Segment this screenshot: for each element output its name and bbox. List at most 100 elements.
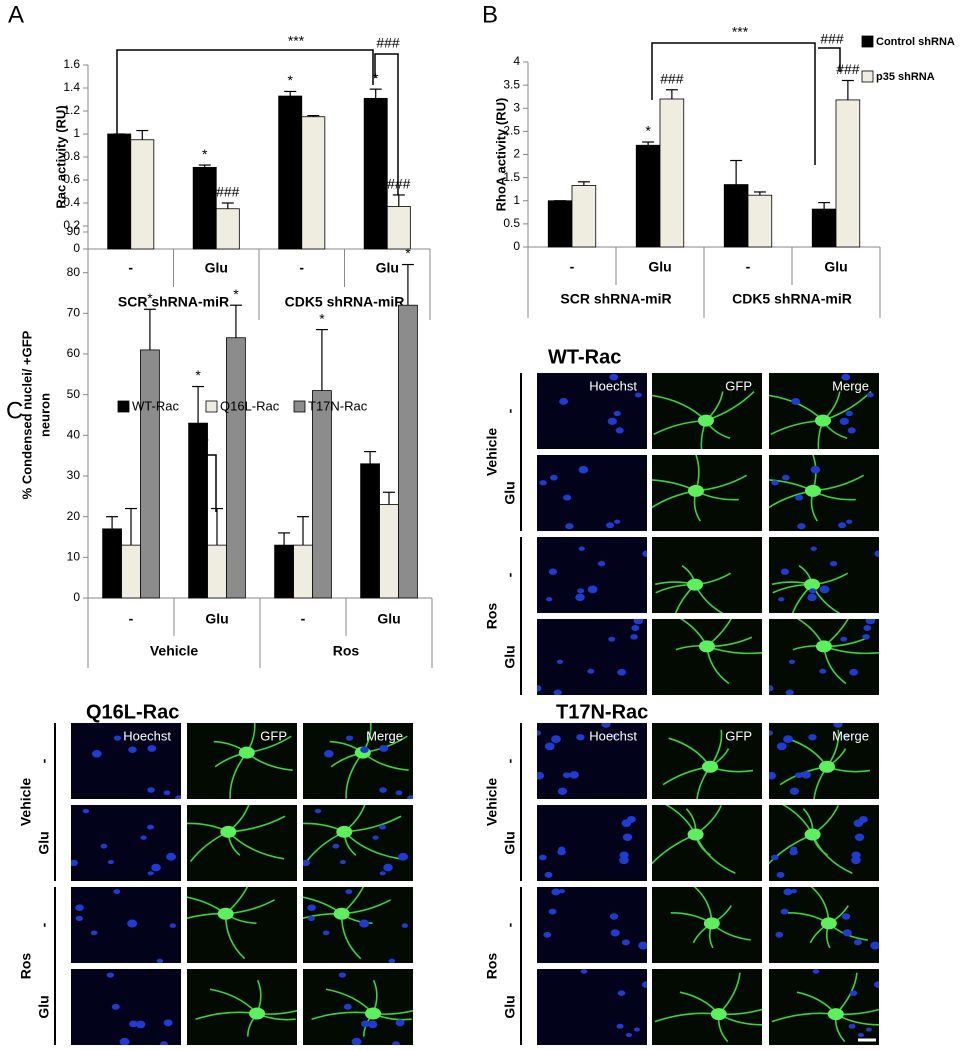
soma [217, 907, 234, 920]
nucleus [401, 923, 409, 928]
error-bar [221, 202, 234, 209]
nucleus [392, 1041, 400, 1045]
nucleus [544, 742, 555, 751]
significance-bracket [818, 47, 841, 72]
nucleus [606, 522, 615, 529]
soma [249, 1007, 266, 1020]
nucleus [614, 519, 621, 524]
nucleus [538, 854, 547, 861]
nucleus [379, 824, 386, 830]
nucleus [578, 465, 589, 474]
bar [312, 390, 332, 599]
nucleus [781, 474, 790, 481]
micrograph [71, 969, 181, 1045]
nucleus [857, 1032, 865, 1038]
soma [710, 1008, 727, 1021]
nucleus [866, 392, 874, 398]
nucleus [580, 969, 588, 974]
group-label: CDK5 shRNA-miR [732, 291, 852, 307]
nucleus [631, 625, 640, 631]
bar [301, 116, 326, 250]
panel-label: C [6, 397, 23, 424]
error-bar [125, 507, 137, 546]
nucleus [160, 1041, 168, 1045]
nucleus [833, 723, 843, 728]
nucleus [791, 398, 801, 405]
column-header: Merge [366, 728, 403, 743]
image-background [187, 887, 297, 963]
nucleus [854, 833, 865, 842]
nucleus [808, 734, 817, 741]
error-bar [211, 507, 223, 546]
nucleus [847, 427, 856, 434]
micrograph [769, 887, 879, 963]
y-axis-title: Rac activity (RU) [53, 105, 68, 208]
bar [278, 95, 303, 250]
micrograph [187, 969, 297, 1045]
nucleus [769, 685, 774, 692]
nucleus [100, 843, 108, 849]
group-label: SCR shRNA-miR [560, 291, 671, 307]
y-tick-label: 0 [73, 241, 80, 255]
nucleus [801, 771, 811, 779]
y-tick-label: 1.4 [63, 80, 80, 94]
nucleus [613, 410, 621, 417]
micrograph [537, 619, 647, 695]
soma [220, 825, 237, 838]
panel-label: B [482, 1, 498, 28]
y-tick-label: 80 [67, 265, 81, 279]
legend-label: p35 shRNA [876, 71, 935, 83]
bar [215, 208, 240, 250]
x-tick-label: - [129, 611, 134, 627]
x-tick-label: - [128, 260, 133, 276]
nucleus [372, 835, 379, 840]
nucleus [71, 859, 78, 867]
image-background [303, 887, 413, 963]
micrograph [769, 805, 879, 881]
nucleus [610, 734, 618, 739]
micrograph [537, 723, 647, 799]
nucleus [562, 772, 571, 779]
bar [107, 133, 132, 250]
x-tick-label: Glu [377, 611, 400, 627]
grid-title: T17N-Rac [556, 701, 648, 723]
nucleus [395, 790, 403, 796]
nucleus [617, 990, 626, 996]
nucleus [769, 771, 777, 780]
nucleus [147, 871, 154, 876]
nucleus [557, 787, 568, 795]
soma [820, 917, 837, 930]
legend-label: Control shRNA [876, 36, 955, 48]
nucleus [601, 723, 611, 728]
error-bar [284, 90, 297, 97]
y-tick-label: 0.4 [63, 195, 80, 209]
group-label: SCR shRNA-miR [118, 294, 229, 310]
bar [121, 544, 141, 599]
image-background [537, 537, 647, 613]
error-bar [307, 114, 320, 117]
nucleus [839, 417, 849, 425]
nucleus [163, 1019, 173, 1027]
nucleus [846, 519, 853, 524]
nucleus [858, 816, 868, 823]
image-background [71, 969, 181, 1045]
bar [747, 194, 773, 248]
nucleus [809, 588, 817, 594]
error-bar [383, 491, 395, 505]
nucleus [543, 931, 552, 938]
y-tick-label: 0 [513, 239, 520, 253]
image-background [769, 619, 879, 695]
micrograph [71, 723, 181, 799]
y-tick-label: 1.5 [503, 170, 520, 184]
significance-label: ### [660, 70, 684, 86]
soma [702, 760, 719, 773]
legend-swatch [205, 400, 218, 413]
error-bar [369, 88, 382, 99]
y-tick-label: 0.8 [63, 149, 80, 163]
y-tick-label: 0.5 [503, 216, 520, 230]
error-bar [143, 308, 156, 350]
bar [811, 208, 837, 248]
column-header: Hoechst [123, 728, 171, 743]
nucleus [789, 787, 800, 795]
annotation: * [203, 435, 209, 451]
